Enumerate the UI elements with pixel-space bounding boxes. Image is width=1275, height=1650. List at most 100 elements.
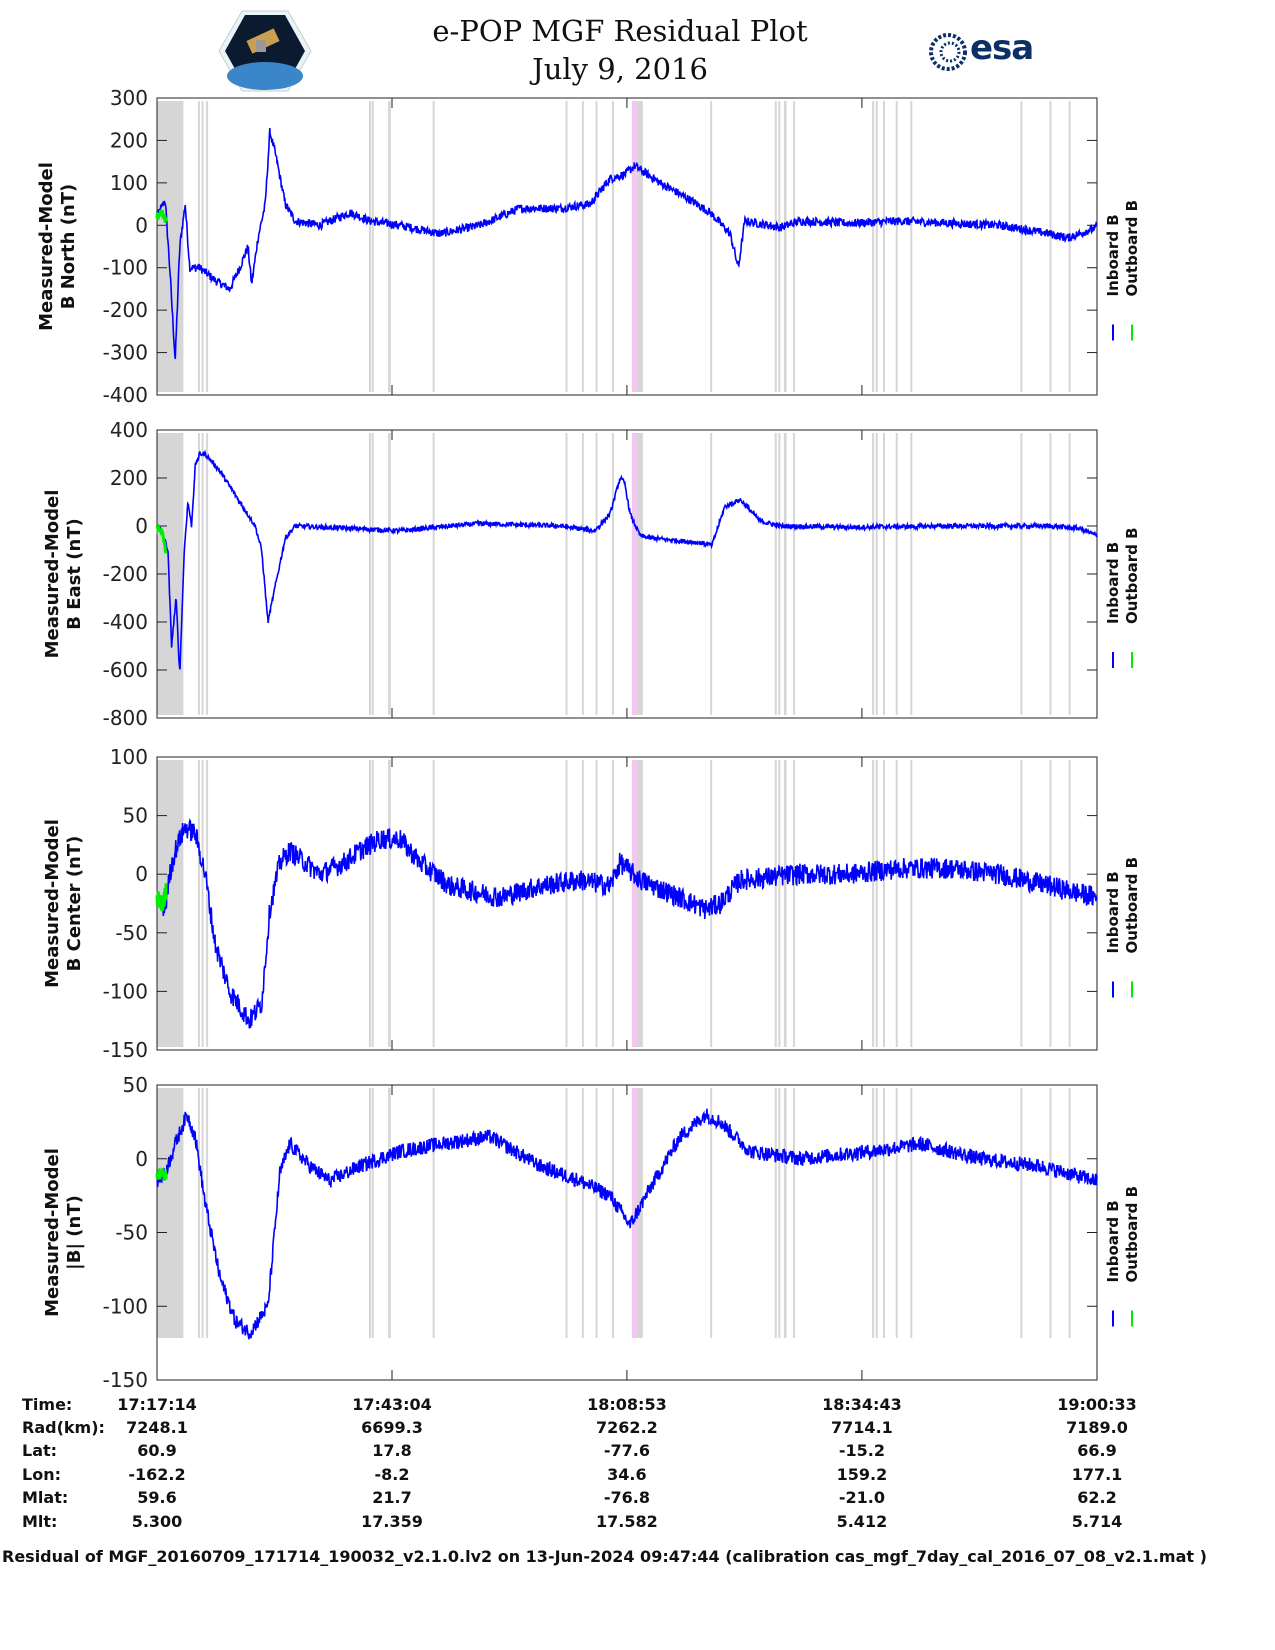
y-axis-label-line: Measured-Model bbox=[42, 490, 63, 659]
flag-band bbox=[883, 1088, 886, 1338]
flag-band bbox=[872, 1088, 875, 1338]
flag-band bbox=[631, 760, 643, 1047]
flag-band bbox=[895, 101, 898, 392]
y-axis-label: Measured-ModelB North (nT) bbox=[36, 162, 79, 331]
esa-swirl-icon bbox=[929, 33, 967, 71]
flag-band bbox=[710, 1088, 713, 1338]
y-tick-label: -400 bbox=[103, 610, 148, 634]
flag-band bbox=[206, 433, 209, 715]
flag-band bbox=[1020, 1088, 1023, 1338]
y-tick-label: -200 bbox=[103, 562, 148, 586]
y-tick-label: -100 bbox=[103, 1294, 148, 1318]
flag-band bbox=[778, 760, 781, 1047]
flag-band bbox=[368, 1088, 371, 1338]
flag-band bbox=[895, 433, 898, 715]
panel-4: -150 -100 -50 0 50 Measured-Model|B| (nT) Inbo… bbox=[42, 1073, 1141, 1392]
footer-caption: Residual of MGF_20160709_171714_190032_v… bbox=[2, 1547, 1207, 1566]
flag-band bbox=[774, 760, 777, 1047]
flag-band bbox=[595, 433, 598, 715]
flag-band bbox=[388, 760, 391, 1047]
table-cell: 5.714 bbox=[1072, 1512, 1123, 1531]
flag-band bbox=[371, 1088, 374, 1338]
flag-band bbox=[581, 101, 584, 392]
legend-outboard-label: Outboard B bbox=[1123, 527, 1141, 624]
flag-band bbox=[388, 1088, 391, 1338]
flag-band bbox=[710, 101, 713, 392]
flag-band bbox=[368, 760, 371, 1047]
flag-band bbox=[371, 433, 374, 715]
y-tick-label: -50 bbox=[115, 921, 148, 945]
y-axis-label-line: Measured-Model bbox=[42, 819, 63, 988]
flag-band bbox=[792, 433, 795, 715]
title-line-2: July 9, 2016 bbox=[532, 52, 708, 86]
flag-band bbox=[1020, 760, 1023, 1047]
table-cell: -8.2 bbox=[375, 1465, 410, 1484]
flag-band bbox=[197, 1088, 200, 1338]
y-tick-label: -150 bbox=[103, 1368, 148, 1392]
flag-band bbox=[201, 760, 204, 1047]
table-cell: -15.2 bbox=[839, 1441, 885, 1460]
flag-band bbox=[371, 760, 374, 1047]
flag-band bbox=[1049, 433, 1052, 715]
y-axis-label-line: B Center (nT) bbox=[64, 836, 85, 972]
table-cell: 60.9 bbox=[137, 1441, 176, 1460]
table-cell: 159.2 bbox=[837, 1465, 888, 1484]
panel-3: -150 -100 -50 0 50 100 Measured-ModelB Center … bbox=[42, 745, 1141, 1062]
flag-band bbox=[872, 101, 875, 392]
flag-band bbox=[611, 760, 614, 1047]
flag-band bbox=[432, 1088, 435, 1338]
y-tick-label: 50 bbox=[123, 1073, 148, 1097]
flag-band bbox=[774, 433, 777, 715]
table-cell: 7248.1 bbox=[126, 1418, 188, 1437]
flag-band bbox=[565, 1088, 568, 1338]
legend-outboard-label: Outboard B bbox=[1123, 857, 1141, 954]
y-axis-label-line: Measured-Model bbox=[36, 162, 57, 331]
y-tick-label: 300 bbox=[110, 86, 148, 110]
panel-2: -800 -600 -400 -200 0 200 400 Measured-ModelB E… bbox=[42, 418, 1141, 730]
y-axis-label-line: B North (nT) bbox=[58, 184, 79, 310]
flag-band bbox=[783, 1088, 787, 1338]
flag-band bbox=[783, 760, 787, 1047]
table-cell: -162.2 bbox=[128, 1465, 185, 1484]
flag-band bbox=[910, 760, 913, 1047]
y-tick-label: 100 bbox=[110, 171, 148, 195]
flag-band bbox=[783, 433, 787, 715]
flag-band bbox=[1068, 433, 1071, 715]
flag-band bbox=[883, 101, 886, 392]
flag-band bbox=[201, 101, 204, 392]
inboard-b-line bbox=[156, 818, 1098, 1029]
table-cell: 7714.1 bbox=[831, 1418, 893, 1437]
table-cell: -21.0 bbox=[839, 1488, 885, 1507]
flag-band bbox=[432, 760, 435, 1047]
flag-band bbox=[388, 433, 391, 715]
flag-band bbox=[197, 433, 200, 715]
esa-logo-text: esa bbox=[970, 28, 1034, 68]
flag-band bbox=[1049, 760, 1052, 1047]
flag-band bbox=[1020, 433, 1023, 715]
flag-band bbox=[432, 101, 435, 392]
y-tick-label: -100 bbox=[103, 979, 148, 1003]
cassiope-mission-logo bbox=[218, 10, 312, 92]
flag-band bbox=[595, 1088, 598, 1338]
y-tick-label: 0 bbox=[135, 1147, 148, 1171]
legend-outboard-label: Outboard B bbox=[1123, 1186, 1141, 1283]
outboard-b-line bbox=[155, 883, 168, 912]
title-line-1: e-POP MGF Residual Plot bbox=[432, 14, 808, 48]
flag-band bbox=[1049, 101, 1052, 392]
flag-band bbox=[792, 760, 795, 1047]
flag-band bbox=[792, 101, 795, 392]
table-cell: 17.8 bbox=[372, 1441, 411, 1460]
flag-band bbox=[595, 760, 598, 1047]
flag-band bbox=[206, 760, 209, 1047]
table-cell: 17:43:04 bbox=[352, 1395, 432, 1414]
flag-band bbox=[565, 433, 568, 715]
y-tick-label: 0 bbox=[135, 213, 148, 237]
y-tick-label: 0 bbox=[135, 514, 148, 538]
flag-band bbox=[792, 1088, 795, 1338]
flag-band bbox=[581, 1088, 584, 1338]
flag-band bbox=[565, 760, 568, 1047]
axes-box bbox=[156, 97, 1098, 396]
flag-band bbox=[206, 101, 209, 392]
legend: Inboard B Outboard B bbox=[1104, 857, 1141, 998]
table-cell: 34.6 bbox=[607, 1465, 646, 1484]
